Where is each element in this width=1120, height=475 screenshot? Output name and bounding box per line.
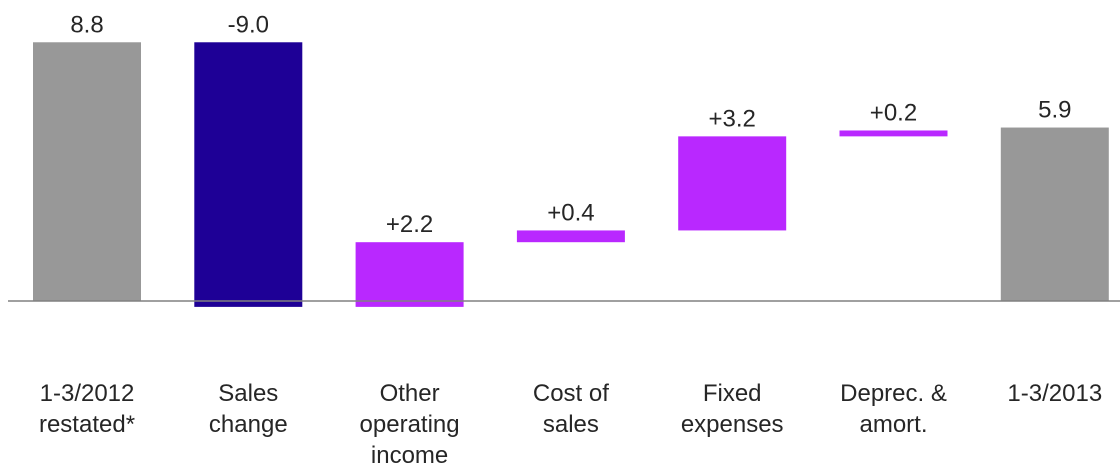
category-label-line: Other xyxy=(380,380,440,407)
category-label-fixed-expenses: Fixed expenses xyxy=(681,380,784,438)
category-label-line: expenses xyxy=(681,411,784,438)
category-label-other-operating-income: Other operating income xyxy=(360,380,460,469)
bar-sales-change xyxy=(194,42,303,307)
category-label-line: Sales xyxy=(218,380,278,407)
bar-cost-of-sales xyxy=(516,230,625,243)
value-label-1-3-2013: 5.9 xyxy=(1038,97,1071,124)
category-label-line: Deprec. & xyxy=(840,380,947,407)
category-label-cost-of-sales: Cost of sales xyxy=(533,380,609,438)
category-label-line: operating xyxy=(360,411,460,438)
category-label-sales-change: Sales change xyxy=(209,380,288,438)
bar-fixed-expenses xyxy=(678,136,787,231)
bar-1-3-2012-restated xyxy=(33,42,141,301)
category-label-line: restated* xyxy=(39,411,135,438)
value-label-1-3-2012-restated: 8.8 xyxy=(70,11,103,38)
value-label-sales-change: -9.0 xyxy=(228,11,269,38)
bar-deprec-amort xyxy=(839,130,948,137)
category-label-line: 1-3/2012 xyxy=(40,380,135,407)
category-label-1-3-2012-restated: 1-3/2012 restated* xyxy=(39,380,135,438)
category-label-line: sales xyxy=(543,411,599,438)
category-label-line: income xyxy=(371,442,448,469)
category-label-line: amort. xyxy=(859,411,927,438)
bar-other-operating-income xyxy=(355,242,464,307)
value-label-cost-of-sales: +0.4 xyxy=(547,199,594,226)
category-label-line: change xyxy=(209,411,288,438)
category-label-deprec-amort: Deprec. & amort. xyxy=(840,380,947,438)
labels-layer: 8.8 1-3/2012 restated* -9.0 Sales change +2.2 O… xyxy=(39,11,1102,469)
category-label-1-3-2013: 1-3/2013 xyxy=(1007,380,1102,407)
value-label-fixed-expenses: +3.2 xyxy=(709,105,756,132)
bars-layer xyxy=(33,42,1109,307)
value-label-other-operating-income: +2.2 xyxy=(386,211,433,238)
category-label-line: Cost of xyxy=(533,380,609,407)
category-label-line: 1-3/2013 xyxy=(1007,380,1102,407)
category-label-line: Fixed xyxy=(703,380,762,407)
bar-1-3-2013 xyxy=(1000,127,1109,301)
value-label-deprec-amort: +0.2 xyxy=(870,99,917,126)
